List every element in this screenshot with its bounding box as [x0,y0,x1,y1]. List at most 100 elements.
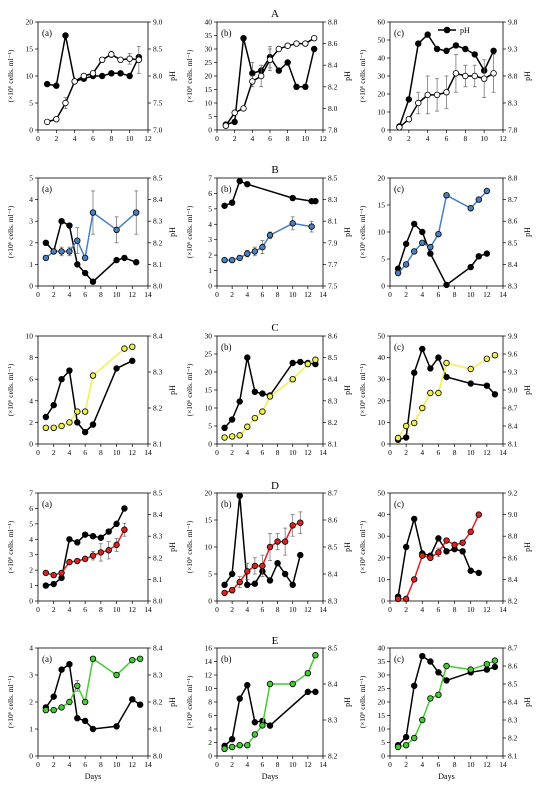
plot-frame [389,492,504,602]
series-line [397,654,496,746]
cells-point [228,735,236,743]
ph-point [53,115,60,123]
ph-point [66,698,73,706]
panel-label: (b) [221,28,232,38]
x-tick-label: 10 [289,760,297,769]
ph-point [74,237,81,244]
cells-point [121,505,128,512]
cells-point [58,376,65,383]
cells-point [483,666,491,673]
y2-tick-label: 8.2 [153,238,163,247]
x-tick-label: 8 [99,290,103,299]
x-tick-label: 2 [233,134,237,143]
panel-C-1: 0 2 4 6 8 10 12 14 0 2 4 6 8 10 8.1 8.2 8.3 8.4 (×10⁶ cell… [6,332,177,458]
x-tick-label: 8 [276,290,280,299]
panel-label: (c) [394,654,404,664]
x-tick-label: 6 [437,760,441,769]
ph-point [266,680,274,688]
y2-tick-label: 8.3 [153,532,163,541]
y2-tick-label: 8.6 [508,662,518,671]
x-tick-label: 2 [52,290,56,299]
y2-axis-title: pH [523,542,532,552]
y2-tick-label: 9.2 [508,489,518,498]
cells-point [274,560,281,567]
plot-frame [37,335,149,445]
series-ph [42,343,136,431]
y-tick-label: 0 [208,126,212,135]
y2-tick-label: 8.1 [328,217,338,226]
y-tick-label: 0 [29,597,33,606]
y-tick-label: 20 [205,368,213,377]
x-tick-label: 8 [286,134,290,143]
x-tick-label: 8 [453,760,457,769]
y-tick-label: 60 [378,18,386,27]
series-line [397,354,496,439]
x-tick-label: 10 [480,134,488,143]
ph-point [433,91,441,99]
cells-point [402,434,410,441]
y2-tick-label: 8.1 [153,725,163,734]
panel-E-3: 0 2 4 6 8 10 12 14 0 5 10 15 20 25 30 35 40 8.1 8.2 8.3 8.4 8… [358,644,532,782]
cells-point [427,365,434,372]
series-cells [394,220,491,289]
y2-tick-label: 8.4 [508,422,518,431]
ph-point [244,568,251,575]
panel-label: (c) [394,184,404,194]
ph-point [113,226,120,234]
cells-point [113,256,120,264]
y-tick-label: 0 [29,282,33,291]
y2-tick-label: 8.5 [328,543,338,552]
ph-point [74,557,81,565]
panel-label: (a) [42,654,52,664]
series-cells [221,177,319,209]
ph-point [244,250,251,257]
y2-tick-label: 7.8 [328,126,338,135]
cells-point [424,31,431,38]
y-tick-label: 25 [205,350,213,359]
ph-point [71,78,78,85]
x-tick-label: 2 [404,760,408,769]
y-tick-label: 5 [381,255,385,264]
series-line [397,346,496,441]
x-tick-label: 6 [83,760,87,769]
series-ph [42,190,140,262]
x-tick-label: 12 [319,134,327,143]
x-tick-label: 0 [215,760,219,769]
ph-point [394,434,402,442]
y-tick-label: 3 [29,671,33,680]
y2-tick-label: 8.3 [153,368,163,377]
ph-point [308,223,315,230]
y-tick-label: 40 [205,18,213,27]
x-tick-label: 4 [426,134,430,143]
y-tick-label: 10 [205,684,213,693]
plot-frame [37,177,149,287]
y-tick-label: 40 [378,644,386,653]
panel-C-3: 0 2 4 6 8 10 12 14 0 10 20 30 40 50 8.1 8.4 8.7 9.0 9.3 9.6… [358,332,532,458]
cells-point [284,59,291,66]
cells-point [97,534,105,541]
y-axis-title: (×10⁶ cells. ml⁻¹) [358,520,367,573]
cells-point [297,551,304,559]
y2-axis-title: pH [343,71,352,81]
x-tick-label: 0 [215,290,219,299]
y2-tick-label: 8.0 [153,72,163,81]
y-tick-label: 5 [29,99,33,108]
y-tick-label: 10 [205,404,213,413]
x-tick-label: 8 [453,290,457,299]
x-tick-label: 6 [437,605,441,614]
ph-point [266,232,274,239]
y-tick-label: 7 [208,174,212,183]
y-axis-title: (×10⁶ cells. ml⁻¹) [6,49,15,102]
y-tick-label: 10 [378,725,386,734]
ph-point [113,671,120,679]
ph-point [274,538,281,545]
x-tick-label: 2 [407,134,411,143]
cells-point [81,428,89,436]
x-tick-label: 8 [99,760,103,769]
cells-point [427,250,434,257]
series-line [224,654,317,750]
y-tick-label: 5 [208,570,212,579]
cells-point [251,388,259,395]
cells-point [236,492,243,499]
ph-point [467,528,474,536]
